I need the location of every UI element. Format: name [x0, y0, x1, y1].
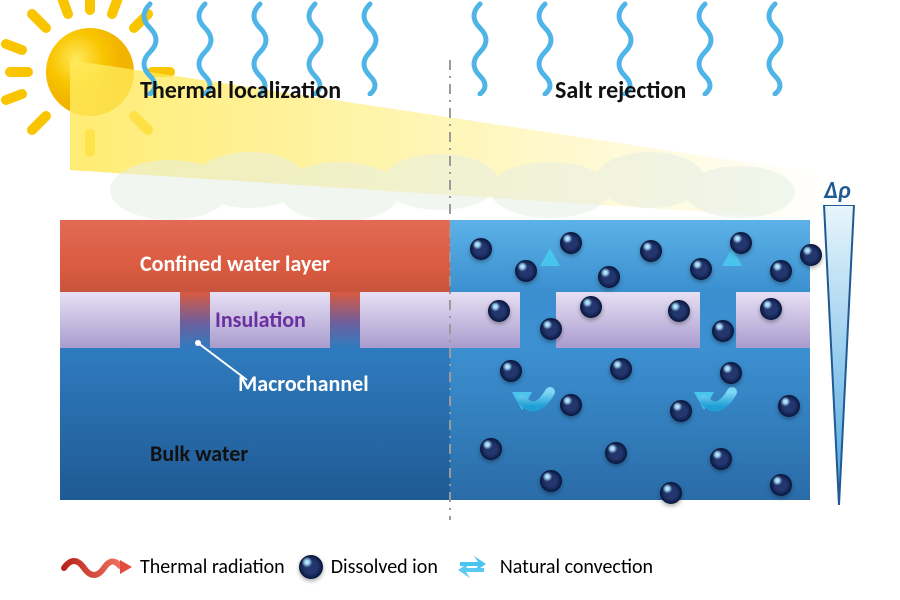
- label-confined: Confined water layer: [140, 250, 330, 277]
- ion-icon: [560, 232, 582, 254]
- ion-icon: [800, 244, 822, 266]
- ion-icon: [598, 266, 620, 288]
- ion-icon: [670, 400, 692, 422]
- ions-group: [0, 0, 900, 600]
- ion-icon: [580, 296, 602, 318]
- ion-icon: [760, 298, 782, 320]
- legend-thermal: Thermal radiation: [60, 554, 285, 580]
- ion-icon: [720, 362, 742, 384]
- legend-convection: Natural convection: [452, 552, 653, 582]
- legend-ion-label: Dissolved ion: [331, 555, 438, 579]
- ion-icon: [500, 360, 522, 382]
- legend-thermal-label: Thermal radiation: [140, 555, 285, 579]
- ion-icon: [770, 260, 792, 282]
- ion-icon: [605, 442, 627, 464]
- ion-icon: [690, 258, 712, 280]
- thermal-radiation-icon: [60, 554, 132, 580]
- label-insulation: Insulation: [215, 306, 306, 333]
- ion-icon: [299, 555, 323, 579]
- label-bulk: Bulk water: [150, 440, 248, 467]
- ion-icon: [610, 358, 632, 380]
- title-right: Salt rejection: [555, 76, 686, 105]
- ion-icon: [778, 395, 800, 417]
- diagram-stage: Thermal localization Salt rejection Δρ C…: [0, 0, 900, 600]
- ion-icon: [770, 474, 792, 496]
- ion-icon: [660, 482, 682, 504]
- legend-ion: Dissolved ion: [299, 555, 438, 579]
- ion-icon: [640, 240, 662, 262]
- label-macrochannel: Macrochannel: [238, 370, 369, 397]
- ion-icon: [488, 300, 510, 322]
- axis-label: Δρ: [824, 176, 851, 205]
- ion-icon: [560, 394, 582, 416]
- ion-icon: [470, 238, 492, 260]
- ion-icon: [480, 438, 502, 460]
- ion-icon: [710, 448, 732, 470]
- ion-icon: [730, 232, 752, 254]
- convection-icon: [452, 552, 492, 582]
- ion-icon: [668, 300, 690, 322]
- legend: Thermal radiation Dissolved ion Natural …: [60, 552, 653, 582]
- ion-icon: [540, 318, 562, 340]
- ion-icon: [515, 260, 537, 282]
- title-left: Thermal localization: [140, 76, 341, 105]
- legend-convection-label: Natural convection: [500, 555, 653, 579]
- ion-icon: [712, 320, 734, 342]
- ion-icon: [540, 470, 562, 492]
